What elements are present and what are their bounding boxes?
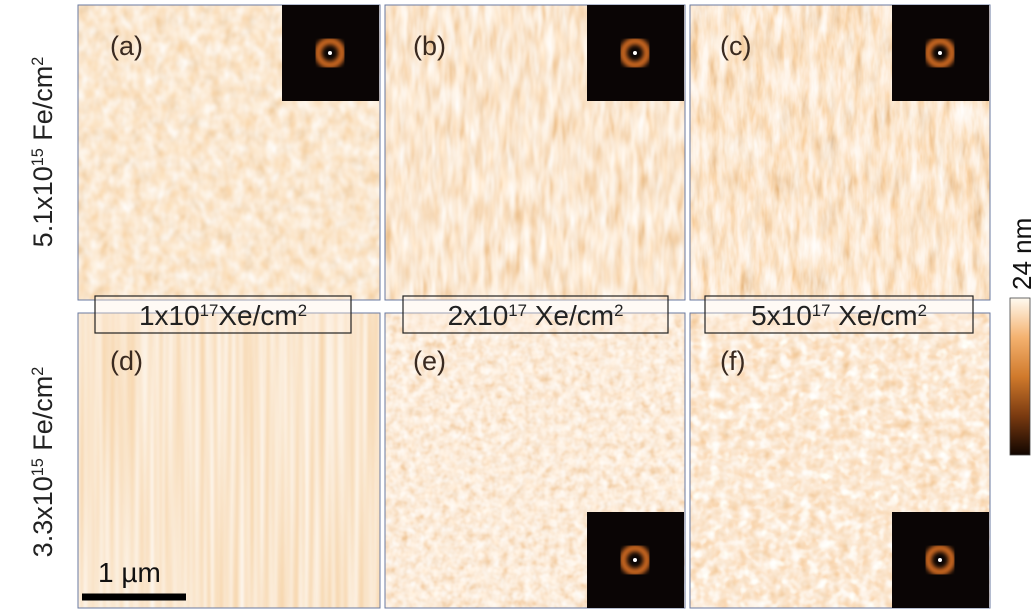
column-label: 5x1017 Xe/cm2	[751, 300, 927, 331]
label-sup: 15	[29, 458, 47, 476]
label-part: 5.1x10	[28, 166, 58, 247]
label-part: Fe/cm	[28, 376, 58, 459]
row-label: 5.1x1015 Fe/cm2	[28, 57, 58, 248]
label-part: 5x10	[751, 300, 812, 331]
column-label: 2x1017 Xe/cm2	[448, 300, 624, 331]
label-sup: 17	[812, 301, 831, 320]
colorbar-label: 24 nm	[1007, 218, 1034, 290]
label-sup: 2	[29, 367, 47, 376]
label-part: Xe/cm	[218, 300, 297, 331]
label-part: Xe/cm	[830, 300, 917, 331]
label-sup: 17	[200, 301, 219, 320]
panel-label: (d)	[110, 346, 143, 376]
label-sup: 2	[614, 301, 623, 320]
scale-label: 1 µm	[98, 557, 161, 588]
label-part: 2x10	[448, 300, 509, 331]
panel-label: (e)	[413, 346, 446, 376]
row-label: 3.3x1015 Fe/cm2	[28, 367, 58, 558]
label-part: 1x10	[139, 300, 200, 331]
label-sup: 2	[918, 301, 927, 320]
label-sup: 2	[29, 57, 47, 66]
label-part: Xe/cm	[527, 300, 614, 331]
label-part: 3.3x10	[28, 476, 58, 557]
label-part: Fe/cm	[28, 66, 58, 149]
label-sup: 17	[508, 301, 527, 320]
label-sup: 2	[298, 301, 307, 320]
figure: (a) (b) (c) (d) (e) (f) 5.1x1015 Fe/cm23…	[0, 0, 1034, 610]
column-label: 1x1017Xe/cm2	[139, 300, 307, 331]
panel-label: (c)	[720, 31, 751, 61]
panel-label: (b)	[413, 31, 446, 61]
colorbar	[1010, 298, 1030, 455]
panel-label: (f)	[720, 346, 745, 376]
panel-label: (a)	[110, 31, 143, 61]
label-sup: 15	[29, 148, 47, 166]
